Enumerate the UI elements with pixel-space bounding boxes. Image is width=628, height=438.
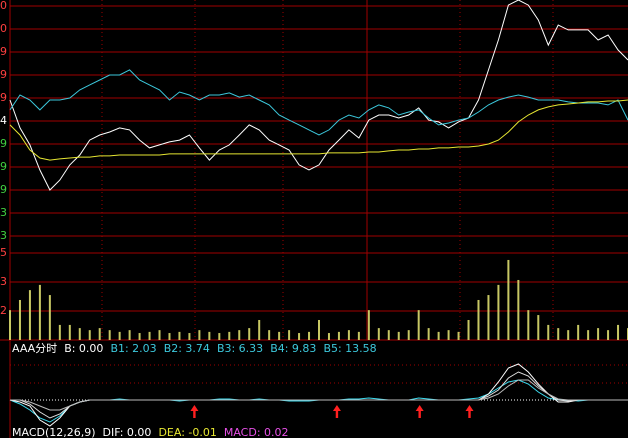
volume-bar <box>357 331 360 340</box>
volume-bar <box>238 330 241 340</box>
volume-bar <box>308 331 311 340</box>
volume-bar <box>437 331 440 340</box>
volume-bar <box>278 331 281 340</box>
volume-bar <box>417 310 420 340</box>
volume-bar <box>527 310 530 340</box>
footer-text: DEA: -0.01 <box>158 426 216 438</box>
volume-bar <box>597 328 600 340</box>
info-text: B4: 9.83 <box>270 342 316 355</box>
volume-bar <box>447 330 450 340</box>
volume-bar <box>547 324 550 340</box>
line <box>9 69 628 136</box>
info-text: B2: 3.74 <box>164 342 210 355</box>
volume-bar <box>477 299 480 340</box>
volume-bar <box>148 331 151 340</box>
y-tick-label: 9 <box>0 68 7 81</box>
line <box>10 379 628 411</box>
y-tick-label: 3 <box>0 206 7 219</box>
volume-bar <box>198 330 201 340</box>
volume-bar <box>78 328 81 340</box>
volume-bar <box>118 331 121 340</box>
info-text: B3: 6.33 <box>217 342 263 355</box>
y-tick-label: 0 <box>0 0 7 12</box>
volume-bar <box>268 330 271 340</box>
volume-bar <box>188 333 191 340</box>
volume-bar <box>557 328 560 340</box>
volume-bar <box>38 284 41 340</box>
line <box>9 99 628 161</box>
volume-bar <box>138 333 141 340</box>
volume-bar <box>158 330 161 340</box>
footer-text: MACD: 0.02 <box>224 426 289 438</box>
volume-bar <box>387 330 390 340</box>
volume-bar <box>208 331 211 340</box>
y-tick-label: 9 <box>0 183 7 196</box>
volume-bar <box>457 331 460 340</box>
volume-bar <box>607 330 610 340</box>
volume-bar <box>347 330 350 340</box>
volume-bar <box>587 330 590 340</box>
volume-bar <box>9 310 11 340</box>
volume-bar <box>58 324 61 340</box>
info-text: B: 0.00 <box>64 342 103 355</box>
y-tick-label: 9 <box>0 160 7 173</box>
volume-bar <box>507 259 510 340</box>
volume-bar <box>248 328 251 340</box>
signal-arrow <box>332 405 341 418</box>
volume-bar <box>28 290 31 340</box>
volume-bar <box>298 333 301 340</box>
volume-bar <box>327 333 330 340</box>
volume-bar <box>467 319 470 340</box>
volume-bar <box>18 299 21 340</box>
volume-bar <box>218 333 221 340</box>
y-tick-label: 9 <box>0 91 7 104</box>
volume-bar <box>318 319 320 340</box>
y-tick-label: 0 <box>0 22 7 35</box>
volume-bar <box>337 331 340 340</box>
volume-bar <box>577 324 580 340</box>
signal-arrow <box>465 405 474 418</box>
footer-text: MACD(12,26,9) <box>12 426 96 438</box>
volume-bar <box>367 310 370 340</box>
y-tick-label: 9 <box>0 45 7 58</box>
footer-text: DIF: 0.00 <box>103 426 152 438</box>
volume-bar <box>228 331 231 340</box>
volume-bar <box>427 328 430 340</box>
info-text: AAA分时 <box>12 342 57 355</box>
info-text: B5: 13.58 <box>323 342 376 355</box>
volume-bar <box>567 330 570 340</box>
signal-arrow <box>190 405 199 418</box>
volume-bar <box>377 328 380 340</box>
y-tick-label: 3 <box>0 275 7 288</box>
volume-bar <box>178 331 181 340</box>
volume-bar <box>617 324 620 340</box>
y-tick-label: 5 <box>0 246 7 259</box>
volume-bar <box>108 330 111 340</box>
volume-bar <box>128 330 131 340</box>
volume-bar <box>497 284 500 340</box>
volume-bar <box>88 330 91 340</box>
line <box>9 0 628 191</box>
volume-bar <box>397 331 400 340</box>
volume-bar <box>537 315 540 340</box>
volume-bar <box>98 328 101 340</box>
y-tick-label: 4 <box>0 114 7 127</box>
volume-bar <box>168 333 171 340</box>
y-tick-label: 2 <box>0 304 7 317</box>
info-text: B1: 2.03 <box>110 342 156 355</box>
y-tick-label: 3 <box>0 229 7 242</box>
volume-bar <box>258 319 261 340</box>
volume-bar <box>68 324 71 340</box>
y-tick-label: 9 <box>0 137 7 150</box>
volume-bar <box>487 295 490 340</box>
volume-bar <box>407 330 410 340</box>
volume-bar <box>517 279 520 340</box>
signal-arrow <box>415 405 424 418</box>
volume-bar <box>48 295 51 340</box>
volume-bar <box>288 330 291 340</box>
